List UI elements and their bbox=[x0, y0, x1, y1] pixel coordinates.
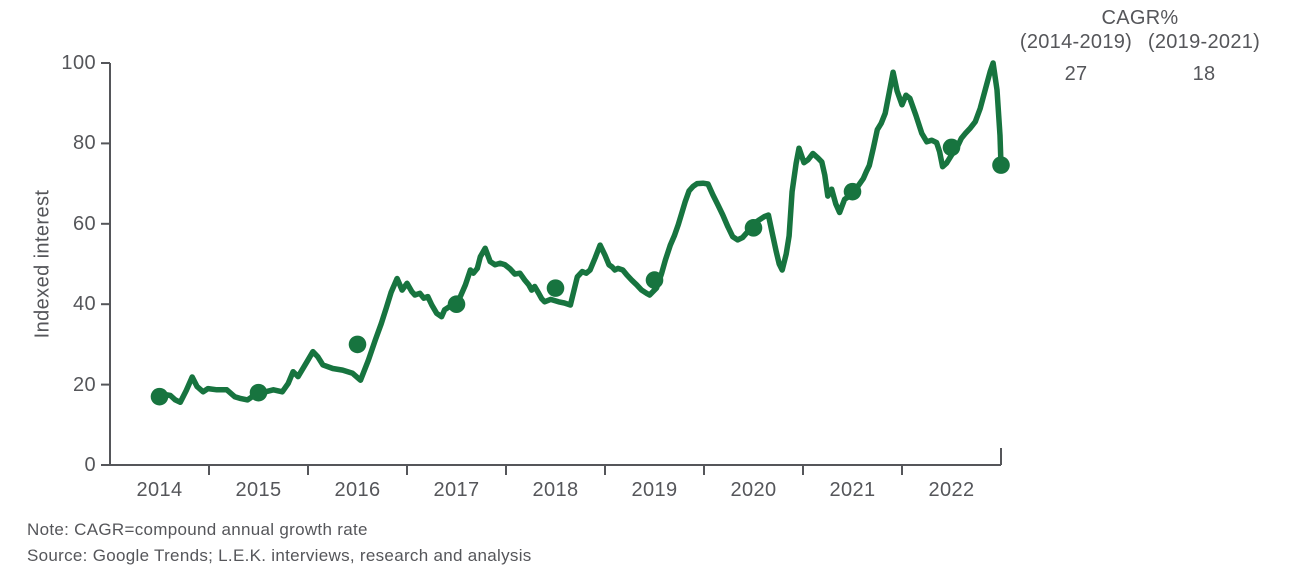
cagr-title: CAGR% bbox=[1101, 7, 1179, 29]
marker-2021 bbox=[843, 182, 862, 201]
cagr-value-2014-2019: 27 bbox=[1064, 63, 1088, 85]
marker-2014 bbox=[150, 387, 169, 406]
x-tick-label-2018: 2018 bbox=[532, 479, 579, 501]
annual-markers bbox=[150, 138, 1010, 406]
y-tick-label-80: 80 bbox=[72, 132, 96, 154]
marker-2018 bbox=[546, 279, 565, 297]
trend-line bbox=[154, 60, 1004, 406]
x-tick-label-2015: 2015 bbox=[235, 479, 282, 501]
x-tick-label-2014: 2014 bbox=[136, 479, 183, 501]
cagr-annotation: CAGR% (2014-2019) (2019-2021) 27 18 bbox=[1012, 6, 1268, 86]
x-tick-label-2017: 2017 bbox=[433, 479, 480, 501]
marker-2019 bbox=[645, 271, 664, 289]
x-tick-label-2022: 2022 bbox=[928, 479, 975, 501]
cagr-range-2014-2019: (2014-2019) bbox=[1019, 31, 1133, 53]
note-line: Note: CAGR=compound annual growth rate bbox=[27, 520, 368, 539]
marker-end bbox=[992, 156, 1010, 174]
x-tick-label-2020: 2020 bbox=[730, 479, 777, 501]
y-tick-label-40: 40 bbox=[72, 293, 96, 315]
y-tick-label-0: 0 bbox=[84, 454, 96, 476]
y-tick-label-20: 20 bbox=[72, 374, 96, 396]
marker-2016 bbox=[348, 335, 367, 354]
x-tick-label-2021: 2021 bbox=[829, 479, 876, 501]
marker-2022 bbox=[942, 138, 961, 157]
cagr-range-2019-2021: (2019-2021) bbox=[1147, 31, 1261, 53]
y-tick-label-60: 60 bbox=[72, 213, 96, 235]
cagr-value-row: 27 18 bbox=[1012, 62, 1268, 86]
x-tick-label-2019: 2019 bbox=[631, 479, 678, 501]
source-line: Source: Google Trends; L.E.K. interviews… bbox=[27, 546, 532, 565]
marker-2017 bbox=[447, 295, 466, 314]
x-tick-label-2016: 2016 bbox=[334, 479, 381, 501]
axes bbox=[101, 62, 1002, 475]
footnotes: Note: CAGR=compound annual growth rate S… bbox=[27, 517, 532, 569]
cagr-value-2019-2021: 18 bbox=[1192, 63, 1216, 85]
marker-2015 bbox=[249, 383, 268, 402]
y-tick-label-100: 100 bbox=[61, 52, 96, 74]
marker-2020 bbox=[744, 219, 763, 237]
cagr-range-row: (2014-2019) (2019-2021) bbox=[1012, 30, 1268, 54]
